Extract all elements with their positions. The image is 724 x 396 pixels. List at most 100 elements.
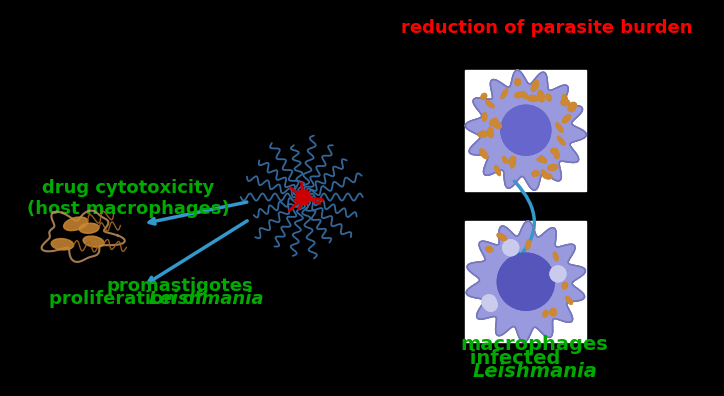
Ellipse shape xyxy=(550,308,556,316)
Ellipse shape xyxy=(553,252,558,261)
Ellipse shape xyxy=(563,95,568,105)
Ellipse shape xyxy=(546,94,551,101)
Ellipse shape xyxy=(528,95,538,101)
Ellipse shape xyxy=(479,149,488,158)
Ellipse shape xyxy=(557,137,565,145)
Ellipse shape xyxy=(556,123,563,132)
Text: Leishmania: Leishmania xyxy=(472,362,597,381)
Ellipse shape xyxy=(568,105,575,112)
Ellipse shape xyxy=(515,92,523,98)
Ellipse shape xyxy=(542,170,548,178)
Ellipse shape xyxy=(563,95,568,105)
Ellipse shape xyxy=(64,217,88,230)
Ellipse shape xyxy=(548,164,557,170)
Ellipse shape xyxy=(566,297,573,304)
Ellipse shape xyxy=(479,149,488,158)
Ellipse shape xyxy=(563,282,568,289)
Ellipse shape xyxy=(83,236,104,247)
Ellipse shape xyxy=(566,297,573,304)
Ellipse shape xyxy=(509,157,515,164)
Ellipse shape xyxy=(537,158,547,162)
Ellipse shape xyxy=(551,148,558,154)
Circle shape xyxy=(484,298,497,311)
Ellipse shape xyxy=(521,92,528,99)
Ellipse shape xyxy=(509,157,515,164)
Ellipse shape xyxy=(515,79,521,86)
Text: proliferation of: proliferation of xyxy=(49,290,209,308)
Ellipse shape xyxy=(494,166,500,175)
Polygon shape xyxy=(466,70,586,190)
Ellipse shape xyxy=(483,112,487,121)
Ellipse shape xyxy=(553,252,558,261)
Ellipse shape xyxy=(556,123,563,132)
Ellipse shape xyxy=(497,234,506,240)
Ellipse shape xyxy=(568,105,575,112)
Circle shape xyxy=(502,240,518,256)
Circle shape xyxy=(484,298,497,311)
Ellipse shape xyxy=(481,93,487,99)
Text: macrophages: macrophages xyxy=(460,335,609,354)
Ellipse shape xyxy=(526,240,530,249)
FancyBboxPatch shape xyxy=(466,221,586,342)
Ellipse shape xyxy=(532,171,539,176)
Ellipse shape xyxy=(543,310,548,317)
Ellipse shape xyxy=(497,234,506,240)
Ellipse shape xyxy=(494,166,500,175)
Ellipse shape xyxy=(481,93,487,99)
Ellipse shape xyxy=(537,158,547,162)
Ellipse shape xyxy=(515,79,521,86)
Ellipse shape xyxy=(531,80,539,91)
Ellipse shape xyxy=(540,156,546,163)
Ellipse shape xyxy=(543,310,548,317)
Ellipse shape xyxy=(546,94,551,101)
Ellipse shape xyxy=(526,240,530,249)
Ellipse shape xyxy=(510,158,515,168)
Circle shape xyxy=(501,105,551,155)
Ellipse shape xyxy=(488,128,493,137)
Ellipse shape xyxy=(543,173,552,179)
Ellipse shape xyxy=(570,103,576,108)
Circle shape xyxy=(550,266,566,282)
Circle shape xyxy=(497,253,555,310)
Ellipse shape xyxy=(543,173,552,179)
Circle shape xyxy=(497,253,555,310)
Ellipse shape xyxy=(561,99,570,106)
Ellipse shape xyxy=(563,115,571,123)
Text: promastigotes: promastigotes xyxy=(107,277,253,295)
Ellipse shape xyxy=(538,91,544,102)
Ellipse shape xyxy=(563,115,571,123)
Ellipse shape xyxy=(555,152,559,158)
Ellipse shape xyxy=(51,239,74,250)
Ellipse shape xyxy=(486,247,493,252)
Ellipse shape xyxy=(501,89,508,99)
Circle shape xyxy=(481,295,496,309)
Ellipse shape xyxy=(483,112,487,121)
Ellipse shape xyxy=(502,157,507,163)
Ellipse shape xyxy=(492,121,501,128)
Ellipse shape xyxy=(542,170,548,178)
Circle shape xyxy=(481,295,496,309)
Text: drug cytotoxicity
(host macrophages): drug cytotoxicity (host macrophages) xyxy=(27,179,230,218)
Text: reduction of parasite burden: reduction of parasite burden xyxy=(401,19,693,36)
Polygon shape xyxy=(466,70,586,190)
Ellipse shape xyxy=(561,99,570,106)
Ellipse shape xyxy=(486,101,494,108)
Ellipse shape xyxy=(531,80,539,91)
Ellipse shape xyxy=(502,157,507,163)
Ellipse shape xyxy=(490,118,497,126)
Polygon shape xyxy=(466,221,586,342)
Circle shape xyxy=(296,190,310,204)
Ellipse shape xyxy=(488,128,493,137)
Ellipse shape xyxy=(550,308,556,316)
Ellipse shape xyxy=(479,131,488,137)
Ellipse shape xyxy=(492,121,501,128)
Ellipse shape xyxy=(79,223,99,233)
Ellipse shape xyxy=(540,156,546,163)
Ellipse shape xyxy=(532,171,539,176)
Ellipse shape xyxy=(515,92,523,98)
Ellipse shape xyxy=(528,95,538,101)
Ellipse shape xyxy=(551,148,558,154)
Ellipse shape xyxy=(563,282,568,289)
Ellipse shape xyxy=(501,89,508,99)
Ellipse shape xyxy=(479,131,488,137)
